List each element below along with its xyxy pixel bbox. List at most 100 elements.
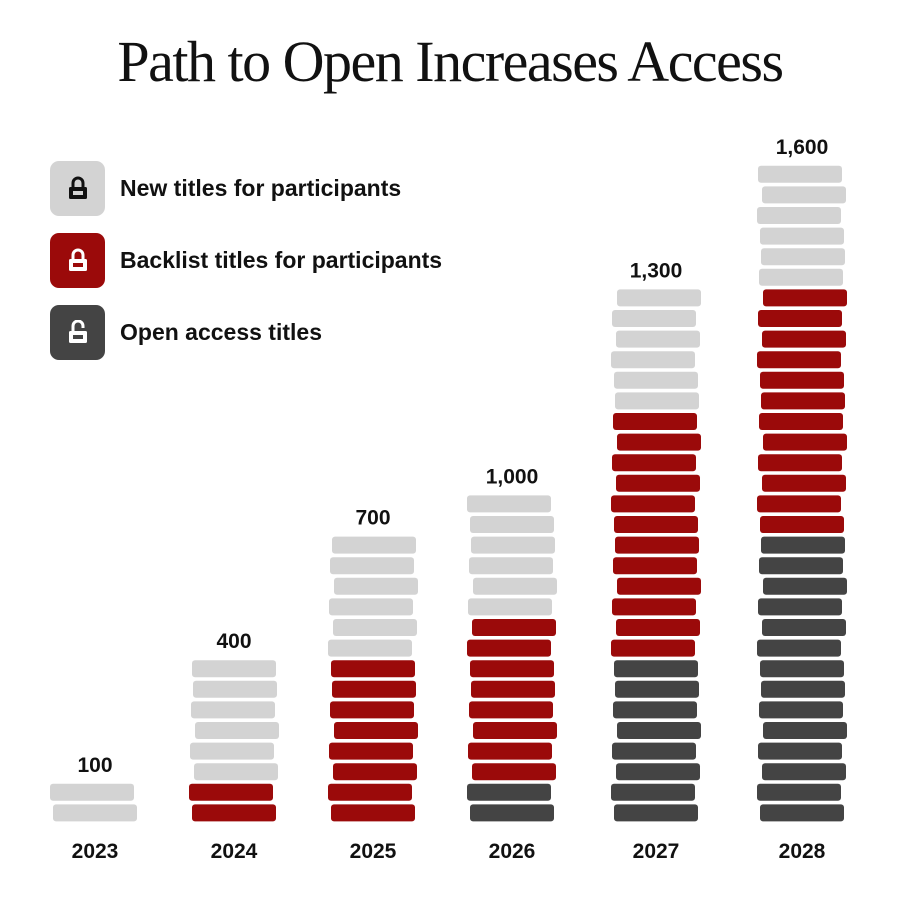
bar-segment — [471, 680, 555, 698]
bar-segment — [329, 598, 413, 616]
bar-segment — [468, 598, 552, 616]
legend-label-new-titles: New titles for participants — [120, 174, 402, 201]
bar-segment — [611, 495, 695, 513]
bar-segment — [762, 763, 846, 781]
total-label: 100 — [77, 754, 112, 777]
bar-segment — [331, 660, 415, 678]
bar-segment — [762, 474, 846, 492]
bar-segment — [617, 289, 701, 307]
bar-segment — [332, 680, 416, 698]
bar-segment — [757, 495, 841, 513]
bar-segment — [612, 454, 696, 472]
bar-segment — [194, 763, 278, 781]
bar-segment — [617, 722, 701, 739]
bar-segment — [761, 536, 845, 554]
bar-segment — [470, 516, 554, 533]
bar-segment — [759, 701, 843, 719]
bar-segment — [468, 742, 552, 760]
bar-segment — [328, 639, 412, 657]
bar-segment — [192, 804, 276, 822]
bar-segment — [470, 660, 554, 678]
bar-segment — [760, 371, 844, 389]
x-tick-label: 2026 — [489, 840, 536, 863]
bar-segment — [472, 763, 556, 781]
bar-segment — [758, 742, 842, 760]
x-tick-label: 2025 — [350, 840, 397, 863]
bar-segment — [333, 763, 417, 781]
legend-swatch-open-access-titles — [50, 304, 105, 360]
bar-segment — [760, 227, 844, 245]
bar-segment — [616, 763, 700, 781]
bar-segment — [761, 248, 845, 266]
bar-segment — [762, 330, 846, 348]
total-label: 700 — [355, 507, 390, 530]
bar-segment — [471, 536, 555, 554]
bar-segment — [613, 701, 697, 719]
legend-swatch-backlist-titles — [50, 232, 105, 288]
bar-segment — [331, 804, 415, 822]
bar-segment — [191, 701, 275, 719]
unlock-icon — [68, 320, 87, 343]
bar-segment — [616, 330, 700, 348]
bar-segment — [763, 577, 847, 595]
bar-segment — [472, 619, 556, 636]
bar-segment — [763, 722, 847, 739]
bar-segment — [330, 557, 414, 575]
bar-segment — [612, 598, 696, 616]
bar-segment — [195, 722, 279, 739]
bar-segment — [192, 660, 276, 678]
bar-segment — [467, 783, 551, 801]
total-label: 1,000 — [486, 465, 539, 488]
legend: New titles for participants Backlist tit… — [50, 160, 442, 376]
bar-segment — [470, 804, 554, 822]
bar-segment — [333, 619, 417, 636]
bar-segment — [50, 783, 134, 801]
bar-segment — [759, 413, 843, 430]
bar-segment — [763, 433, 847, 451]
bar-segment — [758, 165, 842, 183]
bar-segment — [611, 639, 695, 657]
lock-icon — [68, 176, 87, 199]
bar-segment — [758, 598, 842, 616]
bar-segment — [330, 701, 414, 719]
total-label: 1,600 — [776, 136, 829, 159]
bar-segment — [617, 577, 701, 595]
bar-segment — [334, 722, 418, 739]
bar-segment — [614, 804, 698, 822]
bar-segment — [332, 536, 416, 554]
legend-swatch-new-titles — [50, 160, 105, 216]
bar-segment — [763, 289, 847, 307]
bar-segment — [611, 351, 695, 369]
bar-segment — [615, 392, 699, 410]
bar-segment — [758, 454, 842, 472]
bar-segment — [761, 680, 845, 698]
bar-segment — [615, 536, 699, 554]
bar-segment — [611, 783, 695, 801]
bar-segment — [760, 660, 844, 678]
bar-segment — [190, 742, 274, 760]
bar-segment — [616, 474, 700, 492]
bar-segment — [613, 557, 697, 575]
bar-segment — [757, 351, 841, 369]
bar-segment — [612, 742, 696, 760]
bar-segment — [615, 680, 699, 698]
x-tick-label: 2027 — [633, 840, 680, 863]
bar-segment — [334, 577, 418, 595]
bar-segment — [761, 392, 845, 410]
bar-segment — [614, 516, 698, 533]
total-label: 400 — [216, 630, 251, 653]
legend-item-new-titles: New titles for participants — [50, 160, 442, 216]
bar-segment — [473, 577, 557, 595]
bar-segment — [614, 660, 698, 678]
bar-segment — [762, 619, 846, 636]
bar-segment — [758, 310, 842, 327]
chart-title: Path to Open Increases Access — [117, 29, 784, 94]
bar-segment — [759, 557, 843, 575]
bar-segment — [760, 804, 844, 822]
bar-segment — [613, 413, 697, 430]
bar-segment — [762, 186, 846, 204]
bar-segment — [329, 742, 413, 760]
legend-item-open-access-titles: Open access titles — [50, 304, 442, 360]
bar-segment — [189, 783, 273, 801]
